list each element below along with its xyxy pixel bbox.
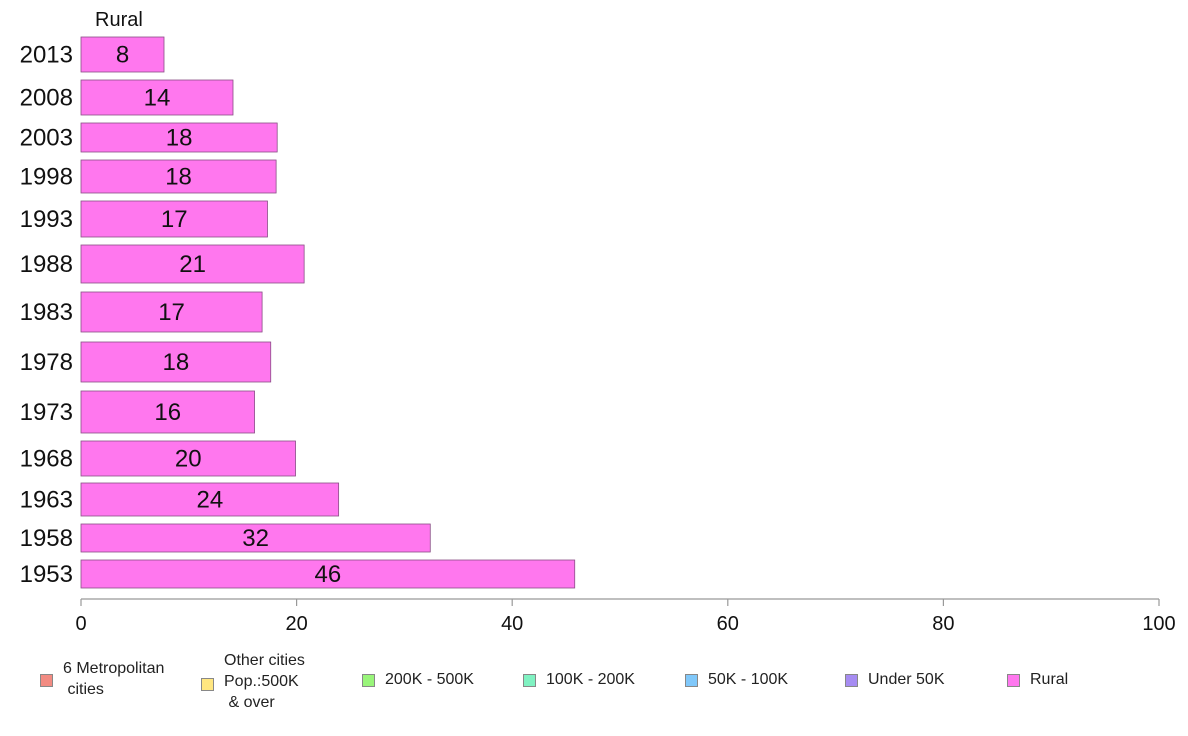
legend-label: 100K - 200K <box>546 671 635 688</box>
bar-1988 <box>80 244 305 284</box>
legend-item-other-cities: Other cities Pop.:500K & over <box>201 650 305 713</box>
legend: 6 Metropolitan cities Other cities Pop.:… <box>0 650 1188 730</box>
year-label-1983: 1983 <box>20 299 73 326</box>
year-label-2013: 2013 <box>20 42 73 69</box>
legend-swatch <box>362 674 375 687</box>
bar-1963 <box>80 482 340 517</box>
value-label-1978: 18 <box>163 349 190 376</box>
year-label-1998: 1998 <box>20 164 73 191</box>
year-label-1993: 1993 <box>20 206 73 233</box>
legend-label: Under 50K <box>868 671 945 688</box>
bar-1998 <box>80 159 277 194</box>
bar-1993 <box>80 200 268 238</box>
value-label-2003: 18 <box>166 125 193 152</box>
bar-2008 <box>80 79 234 116</box>
value-label-1953: 46 <box>315 561 342 588</box>
legend-label: 6 Metropolitan cities <box>63 660 165 698</box>
x-tick-label-60: 60 <box>717 613 739 635</box>
legend-item-200k-500k: 200K - 500K <box>362 650 474 690</box>
year-label-1978: 1978 <box>20 349 73 376</box>
value-label-1973: 16 <box>154 399 181 426</box>
x-axis: 0 20 40 60 80 100 <box>75 598 1176 635</box>
value-label-1998: 18 <box>165 164 192 191</box>
value-label-1968: 20 <box>175 446 202 473</box>
legend-item-rural: Rural <box>1007 650 1068 690</box>
x-tick-label-20: 20 <box>285 613 307 635</box>
year-label-1973: 1973 <box>20 399 73 426</box>
year-label-1988: 1988 <box>20 251 73 278</box>
year-label-2008: 2008 <box>20 85 73 112</box>
value-label-1993: 17 <box>161 206 188 233</box>
x-tick-label-80: 80 <box>932 613 954 635</box>
value-label-1963: 24 <box>196 487 223 514</box>
legend-item-100k-200k: 100K - 200K <box>523 650 635 690</box>
legend-label: Other cities Pop.:500K & over <box>224 652 305 711</box>
bar-1983 <box>80 291 263 333</box>
legend-swatch <box>845 674 858 687</box>
legend-label: 50K - 100K <box>708 671 789 688</box>
legend-item-50k-100k: 50K - 100K <box>685 650 788 690</box>
bar-1968 <box>80 440 296 477</box>
value-label-1983: 17 <box>158 299 185 326</box>
year-label-1968: 1968 <box>20 446 73 473</box>
legend-swatch <box>523 674 536 687</box>
x-tick-label-100: 100 <box>1142 613 1175 635</box>
legend-label: Rural <box>1030 671 1069 688</box>
x-tick-label-40: 40 <box>501 613 523 635</box>
legend-swatch <box>685 674 698 687</box>
bar-1953 <box>80 559 576 589</box>
year-label-1958: 1958 <box>20 525 73 552</box>
year-label-1963: 1963 <box>20 487 73 514</box>
legend-item-under-50k: Under 50K <box>845 650 945 690</box>
legend-item-metropolitan: 6 Metropolitan cities <box>40 650 164 700</box>
value-label-2008: 14 <box>144 85 171 112</box>
rural-bar-chart: Rural 8 2013 14 2008 18 2003 18 1998 17 1993 21 198… <box>20 9 1176 635</box>
bars-group: 8 2013 14 2008 18 2003 18 1998 17 1993 21 1988 17 198… <box>20 36 576 589</box>
year-label-1953: 1953 <box>20 561 73 588</box>
bar-2003 <box>80 122 278 153</box>
legend-swatch <box>1007 674 1020 687</box>
chart-title: Rural <box>95 9 143 31</box>
value-label-2013: 8 <box>116 42 129 69</box>
value-label-1988: 21 <box>179 251 206 278</box>
legend-swatch <box>201 678 214 691</box>
legend-swatch <box>40 674 53 687</box>
year-label-2003: 2003 <box>20 125 73 152</box>
x-tick-label-0: 0 <box>75 613 86 635</box>
bar-1973 <box>80 390 255 434</box>
bar-1978 <box>80 341 272 383</box>
bar-1958 <box>80 523 431 553</box>
value-label-1958: 32 <box>242 525 269 552</box>
bar-2013 <box>80 36 165 73</box>
legend-label: 200K - 500K <box>385 671 474 688</box>
